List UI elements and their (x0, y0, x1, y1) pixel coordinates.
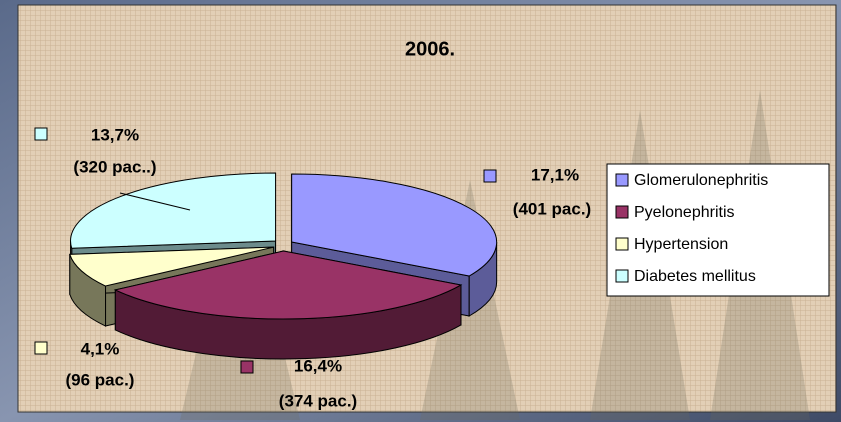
legend (606, 163, 830, 297)
label-key (34, 127, 48, 141)
legend-key (615, 173, 629, 187)
data-label: 17,1% (531, 165, 579, 184)
legend-key (615, 237, 629, 251)
legend-label: Diabetes mellitus (634, 268, 756, 285)
label-key (34, 341, 48, 355)
pie: 17,1% (401 pac.) 16,4% (374 pac.) 4,1% (96 pa… (34, 125, 591, 410)
slice (291, 173, 498, 277)
slice (113, 250, 463, 320)
leader-line (119, 192, 191, 211)
legend-key (615, 205, 629, 219)
count-label: (96 pac.) (66, 370, 135, 389)
data-label: 4,1% (81, 339, 120, 358)
legend-label: Pyelonephritis (634, 204, 735, 221)
chart-title: 2006. (405, 38, 455, 60)
data-label: 13,7% (91, 125, 139, 144)
legend-label: Glomerulonephritis (634, 172, 768, 189)
slice (69, 246, 274, 287)
label-key (240, 360, 254, 374)
data-label: 16,4% (294, 356, 342, 375)
legend-label: Hypertension (634, 236, 728, 253)
count-label: (401 pac.) (513, 199, 591, 218)
label-key (483, 169, 497, 183)
count-label: (374 pac.) (279, 391, 357, 410)
legend-key (615, 269, 629, 283)
count-label: (320 pac..) (73, 157, 156, 176)
slice (70, 172, 277, 249)
